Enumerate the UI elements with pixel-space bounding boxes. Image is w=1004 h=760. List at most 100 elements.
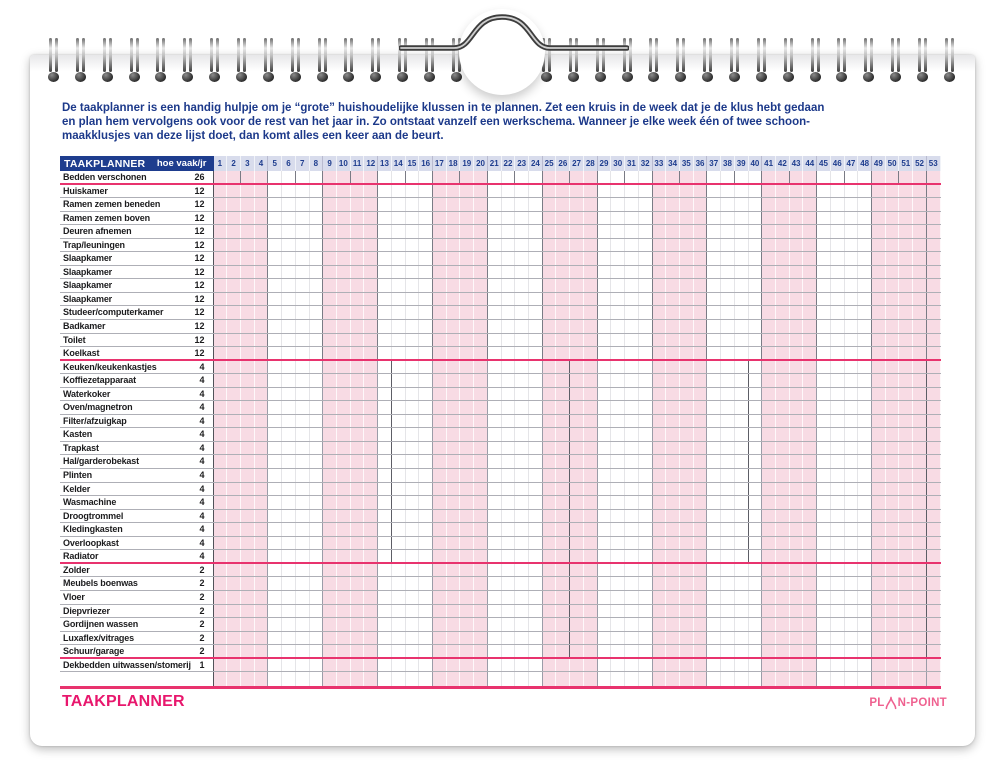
- week-cell: [268, 171, 283, 183]
- week-cell: [830, 238, 845, 252]
- week-cell: [474, 563, 488, 577]
- week-cell: [830, 171, 845, 183]
- week-cell: [844, 279, 859, 292]
- week-cell: [433, 184, 447, 198]
- week-cell: [336, 577, 351, 590]
- week-cell: [762, 590, 776, 604]
- week-cell: [364, 577, 379, 590]
- week-cell: [227, 441, 241, 455]
- week-cell: [844, 387, 859, 401]
- week-cell: [679, 645, 694, 657]
- week-cell: [433, 645, 447, 657]
- week-cell: [501, 374, 516, 387]
- week-cell: [295, 333, 310, 347]
- binding-ring: [48, 38, 59, 82]
- week-cell: [913, 320, 927, 333]
- week-cell: [487, 658, 502, 672]
- week-cell: [611, 333, 626, 347]
- week-number-header: 17: [433, 156, 447, 171]
- week-cell: [679, 604, 694, 618]
- task-row: Schuur/garage 2: [60, 645, 941, 659]
- week-cell: [391, 211, 406, 225]
- week-cell: [734, 347, 749, 359]
- week-cell: [309, 238, 324, 252]
- week-cell: [583, 604, 598, 618]
- week-cell: [556, 211, 571, 225]
- week-cell: [487, 211, 502, 225]
- week-cell: [652, 618, 667, 631]
- week-cell: [926, 279, 941, 292]
- week-cell: [570, 198, 584, 211]
- week-cell: [899, 441, 914, 455]
- week-cell: [625, 401, 639, 414]
- week-cell: [460, 333, 475, 347]
- week-cell: [775, 401, 790, 414]
- week-cell: [652, 631, 667, 645]
- week-cell: [872, 658, 886, 672]
- week-cell: [721, 292, 735, 306]
- week-cell: [240, 469, 255, 482]
- week-cell: [487, 523, 502, 536]
- week-cell: [336, 211, 351, 225]
- week-cell: [282, 672, 296, 686]
- week-cell: [350, 469, 365, 482]
- week-cell: [336, 279, 351, 292]
- week-cell: [844, 618, 859, 631]
- week-cell: [227, 550, 241, 562]
- task-name: Wasmachine: [63, 497, 117, 508]
- task-frequency: [185, 672, 214, 686]
- week-cell: [789, 347, 804, 359]
- week-cell: [309, 523, 324, 536]
- week-cell: [487, 320, 502, 333]
- task-name: Trap/leuningen: [63, 239, 125, 250]
- week-cell: [282, 441, 296, 455]
- week-cell: [721, 590, 735, 604]
- week-cell: [309, 374, 324, 387]
- week-cell: [734, 631, 749, 645]
- week-cell: [446, 631, 461, 645]
- week-cell: [570, 238, 584, 252]
- week-cell: [378, 536, 392, 550]
- week-cell: [268, 672, 283, 686]
- week-cell: [693, 171, 708, 183]
- week-cell: [899, 509, 914, 523]
- week-cell: [515, 618, 530, 631]
- week-cell: [666, 320, 680, 333]
- week-cell: [446, 292, 461, 306]
- week-cell: [268, 455, 283, 469]
- week-cell: [652, 482, 667, 496]
- week-cell: [597, 333, 612, 347]
- week-cell: [652, 184, 667, 198]
- week-cell: [364, 184, 379, 198]
- binding-ring: [943, 38, 955, 82]
- week-cell: [679, 469, 694, 482]
- week-cell: [405, 347, 420, 359]
- binding-ring: [675, 38, 687, 82]
- week-cell: [529, 469, 543, 482]
- binding-ring: [648, 38, 660, 82]
- week-cell: [282, 401, 296, 414]
- week-cell: [515, 658, 530, 672]
- week-cell: [336, 509, 351, 523]
- week-cell: [364, 672, 379, 686]
- week-cell: [734, 428, 749, 441]
- week-cell: [693, 401, 708, 414]
- week-cell: [474, 482, 488, 496]
- week-cell: [611, 496, 626, 509]
- week-cell: [913, 631, 927, 645]
- week-cell: [350, 618, 365, 631]
- task-row: Gordijnen wassen 2: [60, 618, 941, 632]
- week-cell: [268, 198, 283, 211]
- brand-logo-text-left: PL: [869, 697, 885, 709]
- week-cell: [254, 645, 269, 657]
- week-cell: [638, 563, 653, 577]
- week-cell: [240, 509, 255, 523]
- week-cell: [748, 347, 763, 359]
- week-cell: [227, 238, 241, 252]
- week-cell: [254, 672, 269, 686]
- week-cell: [556, 171, 571, 183]
- week-cell: [707, 536, 722, 550]
- week-cell: [282, 279, 296, 292]
- week-cell: [254, 333, 269, 347]
- week-cell: [583, 577, 598, 590]
